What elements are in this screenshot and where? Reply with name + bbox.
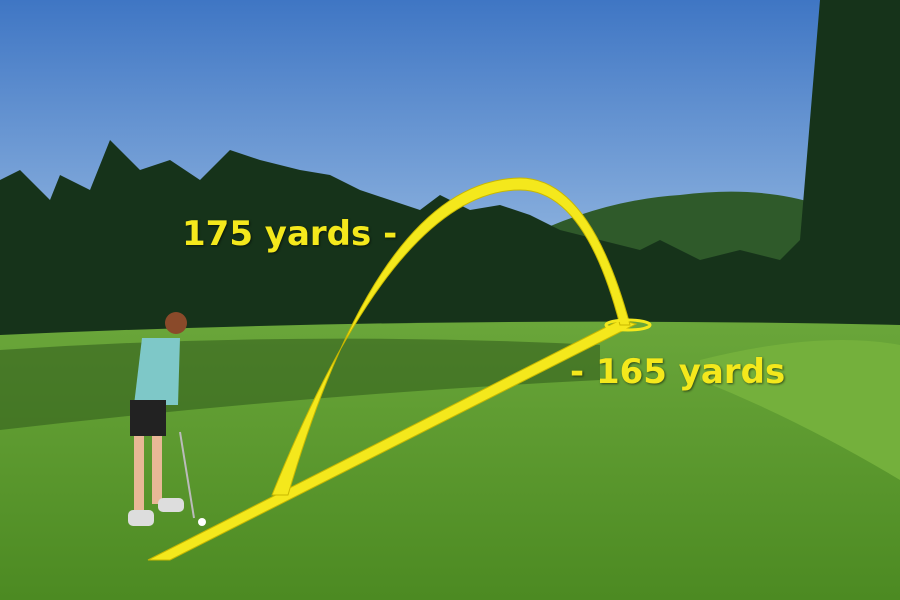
- landing-marker: [604, 318, 652, 332]
- flight-arc: [271, 177, 631, 496]
- ground-distance-line: [147, 319, 638, 561]
- ground-distance-label: - 165 yards: [570, 352, 786, 392]
- golfer: [128, 312, 206, 526]
- shot-trajectory-overlay: [147, 177, 652, 561]
- tree-line: [0, 0, 900, 340]
- right-mound: [700, 340, 900, 480]
- carry-distance-label: 175 yards -: [182, 214, 398, 254]
